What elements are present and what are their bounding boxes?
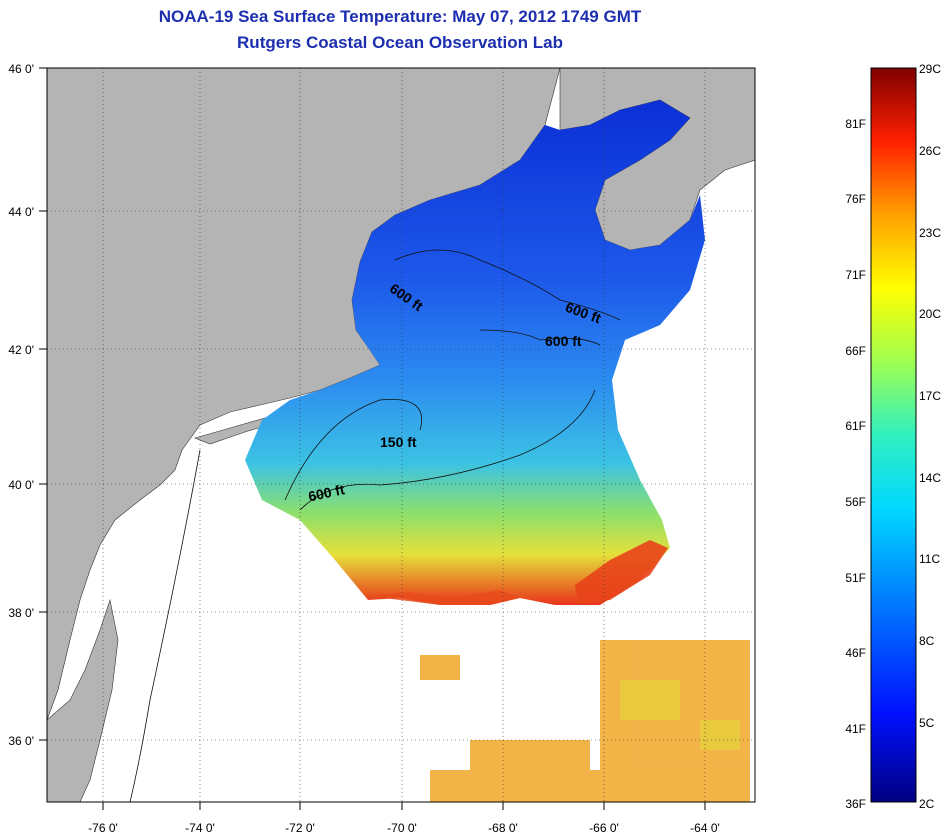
isobath-contours: [129, 249, 621, 802]
colorbar: [870, 67, 917, 803]
mild-scatter: [620, 680, 740, 750]
colorbar-c-label: 5C: [919, 716, 935, 730]
colorbar-c-label: 26C: [919, 144, 941, 158]
contour-label-600ft-shelf: 600 ft: [307, 481, 346, 504]
colorbar-c-label: 23C: [919, 226, 941, 240]
lat-tick-label: 46 0': [8, 62, 34, 76]
colorbar-f-label: 81F: [845, 117, 866, 131]
lat-tick-label: 36 0': [8, 734, 34, 748]
colorbar-f-label: 76F: [845, 192, 866, 206]
plot-frame: [46, 67, 756, 803]
lon-tick-label: -76 0': [88, 821, 118, 835]
lat-tick-label: 44 0': [8, 205, 34, 219]
colorbar-f-label: 61F: [845, 419, 866, 433]
colorbar-f-label: 46F: [845, 646, 866, 660]
lat-tick-label: 40 0': [8, 478, 34, 492]
lon-tick-label: -74 0': [185, 821, 215, 835]
colorbar-f-label: 51F: [845, 571, 866, 585]
lon-tick-label: -66 0': [589, 821, 619, 835]
colorbar-c-label: 11C: [919, 552, 940, 566]
colorbar-c-label: 14C: [919, 471, 941, 485]
colorbar-f-label: 41F: [845, 722, 866, 736]
lon-tick-label: -68 0': [488, 821, 518, 835]
colorbar-celsius-labels: 29C 26C 23C 20C 17C 14C 11C 8C 5C 2C: [919, 62, 941, 811]
colorbar-f-label: 36F: [845, 797, 866, 811]
colorbar-c-label: 17C: [919, 389, 941, 403]
colorbar-c-label: 2C: [919, 797, 935, 811]
colorbar-fahrenheit-labels: 81F 76F 71F 66F 61F 56F 51F 46F 41F 36F: [845, 117, 866, 811]
colorbar-c-label: 8C: [919, 634, 935, 648]
colorbar-f-label: 56F: [845, 495, 866, 509]
colorbar-c-label: 20C: [919, 307, 941, 321]
land-delmarva: [47, 598, 119, 802]
colorbar-f-label: 71F: [845, 268, 866, 282]
lat-tick-label: 38 0': [8, 606, 34, 620]
map-title: NOAA-19 Sea Surface Temperature: May 07,…: [158, 7, 642, 26]
sst-field: [245, 100, 705, 605]
warm-eddy: [575, 540, 668, 604]
lon-tick-label: -72 0': [285, 821, 315, 835]
colorbar-c-label: 29C: [919, 62, 941, 76]
lat-tick-label: 42 0': [8, 343, 34, 357]
contour-label-600ft-georges: 600 ft: [545, 333, 582, 349]
warm-band: [368, 590, 520, 605]
lon-tick-label: -64 0': [690, 821, 720, 835]
colorbar-f-label: 66F: [845, 344, 866, 358]
contour-label-150ft: 150 ft: [380, 434, 417, 450]
axis-ticks: [39, 67, 706, 810]
map-subtitle: Rutgers Coastal Ocean Observation Lab: [237, 33, 563, 52]
lon-tick-label: -70 0': [387, 821, 417, 835]
